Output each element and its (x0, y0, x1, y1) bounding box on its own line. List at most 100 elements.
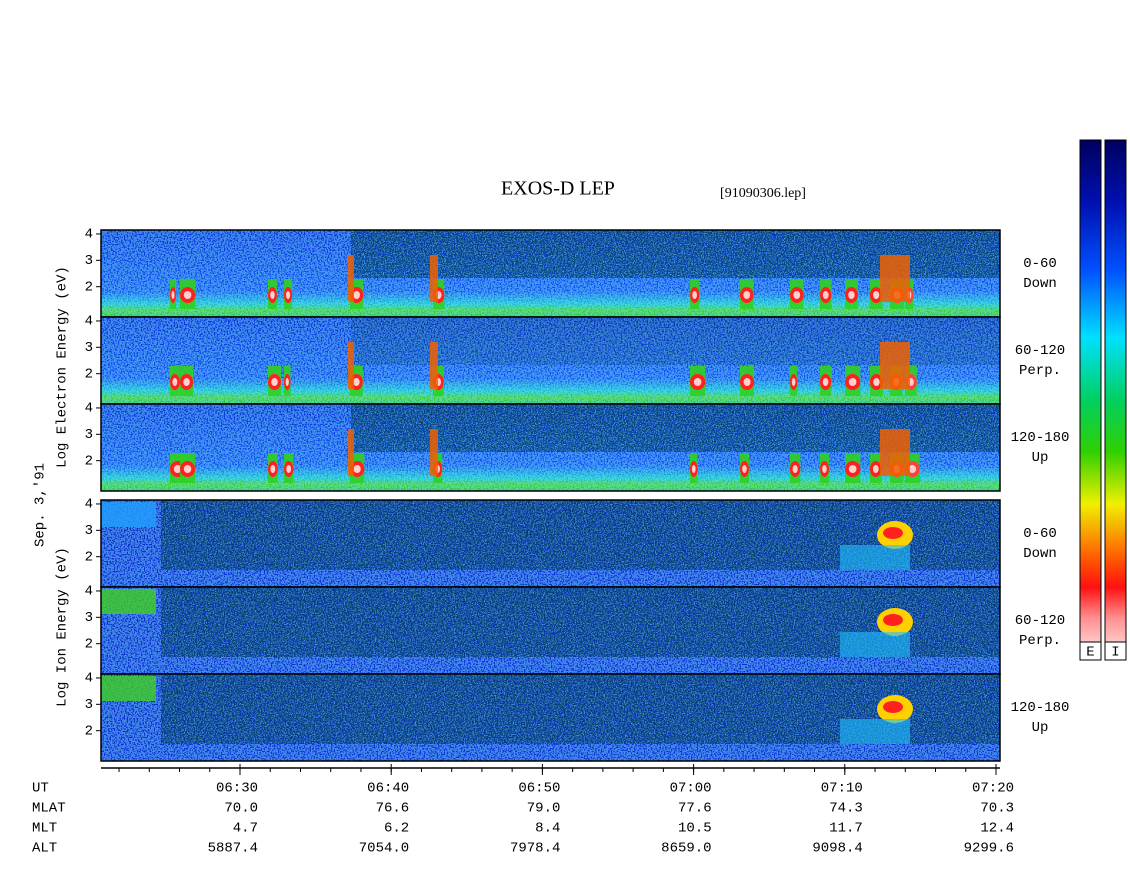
feature (873, 378, 880, 386)
y-tick-label: 3 (85, 253, 93, 269)
feature (173, 465, 182, 473)
feature (791, 378, 796, 386)
ephemeris-value: 06:40 (367, 781, 409, 797)
feature (908, 465, 917, 473)
ephemeris-value: 12.4 (980, 821, 1014, 837)
panel-direction: Up (1032, 720, 1049, 736)
y-tick-label: 4 (85, 314, 93, 330)
ephemeris-value: 06:30 (216, 781, 258, 797)
feature (883, 701, 903, 713)
feature (692, 291, 697, 299)
spectrogram-panel (100, 499, 1001, 588)
file-name: [91090306.lep] (720, 186, 806, 201)
ephemeris-value: 9299.6 (964, 841, 1014, 857)
feature (430, 255, 438, 302)
ephemeris-value: 8.4 (535, 821, 560, 837)
feature (743, 378, 751, 386)
colorbars: E I (1079, 139, 1127, 661)
ephemeris-value: 8659.0 (661, 841, 711, 857)
y-tick-label: 2 (85, 723, 93, 739)
feature (353, 465, 361, 473)
feature (840, 719, 910, 744)
feature (873, 291, 880, 299)
y-tick-label: 3 (85, 697, 93, 713)
panel-direction: Down (1023, 546, 1057, 562)
feature (793, 291, 801, 299)
feature (883, 614, 903, 626)
spectrogram-panel (100, 673, 1001, 762)
feature (270, 465, 276, 473)
ephemeris-label: MLAT (32, 801, 66, 817)
feature (822, 291, 829, 299)
ephemeris-value: 76.6 (376, 801, 410, 817)
y-tick-label: 2 (85, 636, 93, 652)
title: EXOS-D LEP (501, 178, 615, 200)
feature (353, 378, 360, 386)
feature (848, 465, 857, 473)
feature (691, 465, 696, 473)
panel-direction: Perp. (1019, 633, 1061, 649)
feature (430, 429, 438, 476)
y-tick-label: 3 (85, 427, 93, 443)
feature (348, 429, 354, 476)
panel-angle: 120-180 (1011, 700, 1070, 716)
panel-angle: 60-120 (1015, 613, 1065, 629)
ephemeris-value: 10.5 (678, 821, 712, 837)
ephemeris-value: 11.7 (829, 821, 863, 837)
feature (792, 465, 798, 473)
feature (822, 378, 829, 386)
colorbar-label-box (1079, 641, 1102, 661)
ephemeris-label: UT (32, 781, 49, 797)
panel-direction: Perp. (1019, 363, 1061, 379)
panel-angle: 120-180 (1011, 430, 1070, 446)
ephemeris-value: 6.2 (384, 821, 409, 837)
feature (880, 342, 910, 389)
y-tick-label: 4 (85, 584, 93, 600)
ephemeris-value: 74.3 (829, 801, 863, 817)
feature (171, 291, 175, 299)
y-tick-label: 2 (85, 453, 93, 469)
ephemeris-value: 9098.4 (812, 841, 862, 857)
colorbar (1079, 139, 1102, 661)
spectrogram-panel (100, 229, 1001, 318)
spectrogram-panel (100, 586, 1001, 675)
spectrogram-panel (100, 316, 1001, 405)
feature (348, 255, 354, 302)
y-tick-label: 2 (85, 279, 93, 295)
colorbar-label-box (1104, 641, 1127, 661)
ephemeris-value: 70.0 (224, 801, 258, 817)
feature (101, 676, 156, 701)
ephemeris-value: 4.7 (233, 821, 258, 837)
feature (693, 378, 702, 386)
ephemeris-label: ALT (32, 841, 57, 857)
panel-angle: 0-60 (1023, 526, 1057, 542)
feature (286, 465, 292, 473)
feature (353, 291, 360, 299)
feature (270, 291, 275, 299)
colorbar-label: E (1086, 645, 1094, 661)
feature (742, 465, 747, 473)
feature (286, 291, 291, 299)
feature (880, 429, 910, 476)
ephemeris-label: MLT (32, 821, 57, 837)
feature (872, 465, 879, 473)
date-label: Sep. 3,'91 (33, 463, 49, 547)
colorbar (1104, 139, 1127, 661)
feature (348, 342, 354, 389)
feature (285, 378, 289, 386)
ephemeris-value: 7054.0 (359, 841, 409, 857)
colorbar-label: I (1111, 645, 1119, 661)
spectrogram-panel (100, 403, 1001, 492)
panel-frame (100, 403, 1001, 492)
feature (271, 378, 278, 386)
feature (101, 502, 156, 527)
y-tick-label: 3 (85, 610, 93, 626)
ephemeris-value: 77.6 (678, 801, 712, 817)
panel-direction: Down (1023, 276, 1057, 292)
y-tick-label: 4 (85, 401, 93, 417)
feature (840, 545, 910, 570)
ephemeris-value: 07:10 (821, 781, 863, 797)
panel-angle: 60-120 (1015, 343, 1065, 359)
y-tick-label: 4 (85, 497, 93, 513)
